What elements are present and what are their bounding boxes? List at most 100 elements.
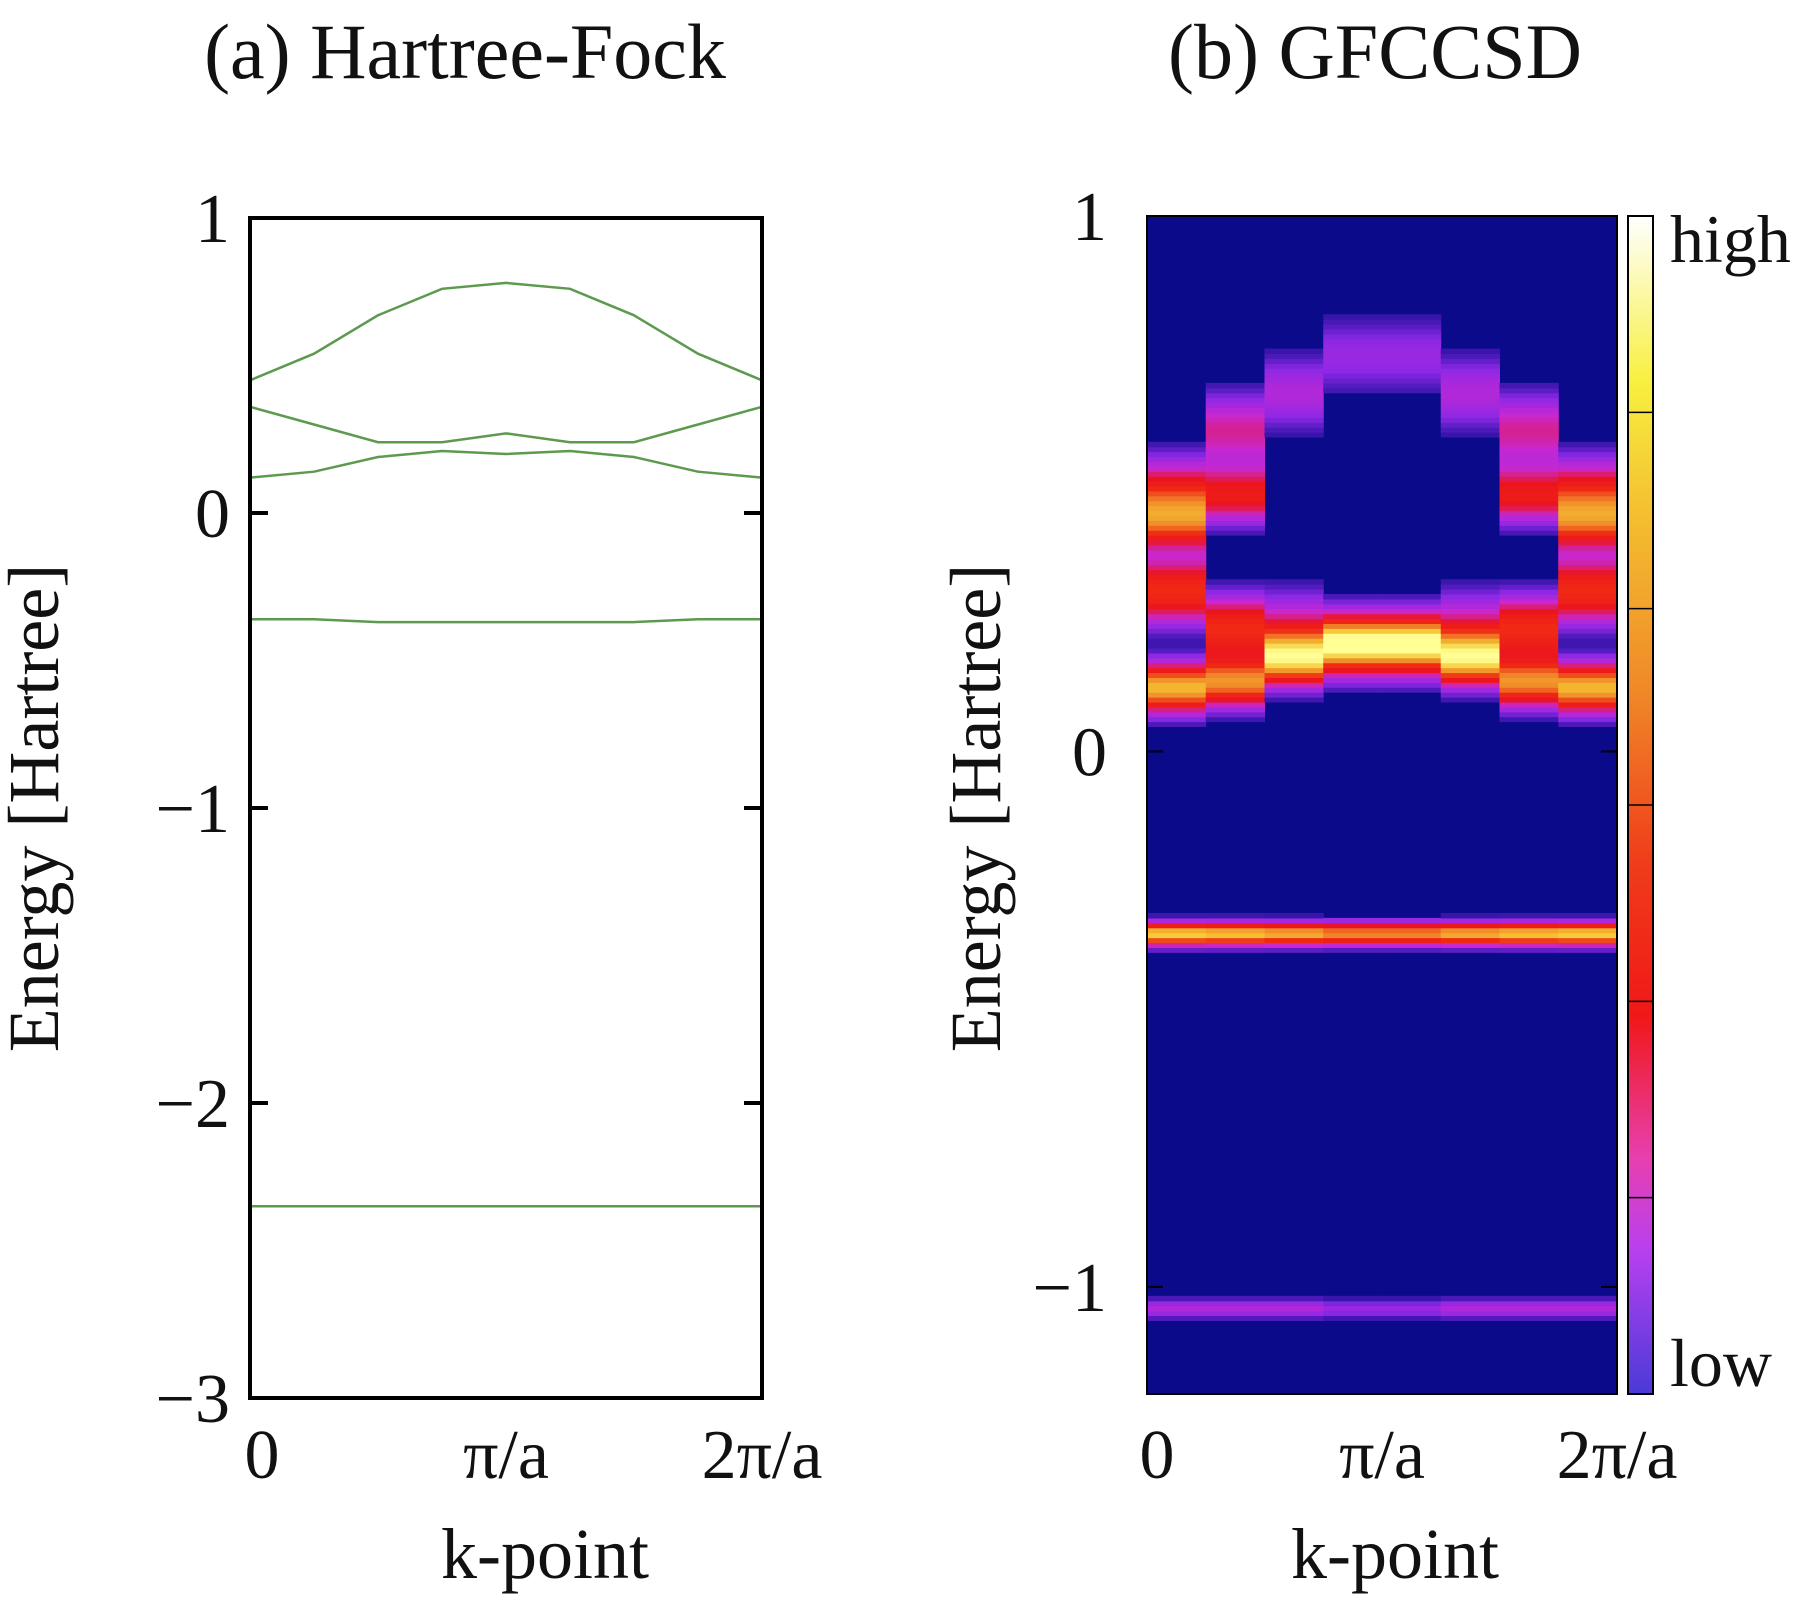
- gf-spectral-cell: [1323, 608, 1383, 615]
- gf-spectral-cell: [1205, 461, 1265, 467]
- gf-spectral-cell: [1440, 638, 1500, 644]
- gf-spectral-cell: [1205, 697, 1265, 703]
- gf-spectral-cell: [1382, 1300, 1442, 1307]
- gf-xtick-label: 0: [1140, 1417, 1175, 1494]
- gf-spectral-cell: [1558, 510, 1618, 517]
- gf-spectral-cell: [1440, 373, 1500, 379]
- gf-spectral-cell: [1323, 353, 1383, 359]
- gf-spectral-cell: [1558, 687, 1618, 693]
- gf-spectral-cell: [1147, 574, 1207, 580]
- gf-spectral-cell: [1264, 358, 1324, 364]
- gf-spectral-cell: [1205, 417, 1265, 423]
- gf-spectral-cell: [1205, 652, 1265, 659]
- gf-spectral-cell: [1264, 927, 1324, 934]
- gf-spectral-cell: [1440, 618, 1500, 624]
- gf-spectral-cell: [1499, 505, 1559, 512]
- gf-spectral-cell: [1382, 353, 1442, 359]
- gf-spectral-cell: [1264, 593, 1324, 600]
- gf-spectral-cell: [1558, 672, 1618, 678]
- gf-spectral-cell: [1440, 412, 1500, 418]
- gf-spectral-cell: [1205, 412, 1265, 418]
- gf-spectral-cell: [1499, 412, 1559, 418]
- gf-spectral-cell: [1499, 446, 1559, 453]
- gf-spectral-cell: [1147, 706, 1207, 713]
- gf-spectral-cell: [1205, 672, 1265, 678]
- gf-spectral-cell: [1264, 1300, 1324, 1307]
- gf-spectral-cell: [1205, 657, 1265, 664]
- gf-spectral-cell: [1205, 495, 1265, 502]
- gf-spectral-cell: [1205, 628, 1265, 634]
- gf-spectral-cell: [1440, 937, 1500, 944]
- gf-spectral-cell: [1323, 382, 1383, 389]
- gf-spectral-cell: [1499, 589, 1559, 595]
- gf-spectral-cell: [1440, 672, 1500, 678]
- gf-spectral-cell: [1440, 397, 1500, 404]
- gf-spectral-cell: [1205, 638, 1265, 644]
- gf-spectral-cell: [1264, 672, 1324, 678]
- gf-spectral-cell: [1558, 456, 1618, 463]
- gf-spectral-cell: [1323, 1305, 1383, 1312]
- gf-spectral-cell: [1558, 525, 1618, 531]
- gf-spectral-cell: [1440, 652, 1500, 659]
- gf-spectral-cell: [1440, 431, 1500, 438]
- gf-spectral-cell: [1382, 1315, 1442, 1321]
- gf-spectral-cell: [1558, 1305, 1618, 1312]
- gf-spectral-cell: [1499, 662, 1559, 669]
- gf-spectral-cell: [1558, 657, 1618, 664]
- gf-spectral-cell: [1382, 1305, 1442, 1312]
- gf-spectral-cell: [1440, 1315, 1500, 1321]
- gf-spectral-cell: [1440, 363, 1500, 369]
- gf-spectral-cell: [1499, 917, 1559, 924]
- gf-spectral-cell: [1382, 662, 1442, 669]
- gf-spectral-cell: [1205, 1315, 1265, 1321]
- gf-spectral-cell: [1264, 692, 1324, 698]
- gf-spectral-cell: [1499, 716, 1559, 723]
- gf-spectral-cell: [1440, 682, 1500, 688]
- gf-spectral-cell: [1558, 927, 1618, 934]
- hf-ylabel: Energy [Hartree]: [0, 564, 74, 1052]
- gf-spectral-cell: [1499, 593, 1559, 600]
- gf-spectral-cell: [1205, 932, 1265, 939]
- gf-spectral-cell: [1323, 657, 1383, 664]
- hf-band-2-line: [250, 617, 762, 624]
- gf-spectral-cell: [1147, 476, 1207, 482]
- gf-spectral-cell: [1558, 505, 1618, 512]
- gf-spectral-cell: [1440, 922, 1500, 929]
- gf-spectral-cell: [1147, 495, 1207, 502]
- gf-spectral-cell: [1440, 643, 1500, 649]
- gf-spectral-cell: [1205, 525, 1265, 531]
- gf-spectral-cell: [1440, 1305, 1500, 1312]
- gf-spectral-cell: [1440, 608, 1500, 615]
- gf-spectral-cell: [1440, 598, 1500, 605]
- hf-title: (a) Hartree-Fock: [204, 8, 726, 95]
- gf-spectral-cell: [1440, 382, 1500, 389]
- gf-spectral-cell: [1499, 456, 1559, 463]
- gf-spectral-cell: [1499, 427, 1559, 433]
- gf-spectral-cell: [1264, 1305, 1324, 1312]
- gf-spectral-cell: [1147, 687, 1207, 693]
- gf-spectral-cell: [1147, 937, 1207, 944]
- gf-spectral-cell: [1499, 608, 1559, 615]
- gf-spectral-cell: [1205, 917, 1265, 924]
- gf-spectral-cell: [1323, 343, 1383, 350]
- gf-spectral-cell: [1147, 633, 1207, 639]
- gf-spectral-cell: [1147, 589, 1207, 595]
- gf-spectral-cell: [1499, 628, 1559, 634]
- gf-spectral-cell: [1499, 402, 1559, 409]
- gf-spectral-cell: [1205, 927, 1265, 934]
- gf-spectral-cell: [1147, 917, 1207, 924]
- gf-spectral-cell: [1440, 647, 1500, 654]
- gf-spectral-cell: [1499, 481, 1559, 487]
- gf-spectral-cell: [1205, 515, 1265, 521]
- gf-spectral-cell: [1382, 633, 1442, 639]
- gf-spectral-cell: [1147, 721, 1207, 728]
- gf-spectral-cell: [1499, 422, 1559, 428]
- gf-spectral-cell: [1382, 314, 1442, 320]
- gf-spectral-cell: [1558, 569, 1618, 575]
- gf-spectral-cell: [1499, 1295, 1559, 1302]
- gf-spectral-cell: [1440, 692, 1500, 698]
- gf-spectral-cell: [1440, 589, 1500, 595]
- gf-spectral-cell: [1558, 461, 1618, 467]
- gf-spectral-cell: [1323, 1300, 1383, 1307]
- gf-spectral-cell: [1205, 1310, 1265, 1317]
